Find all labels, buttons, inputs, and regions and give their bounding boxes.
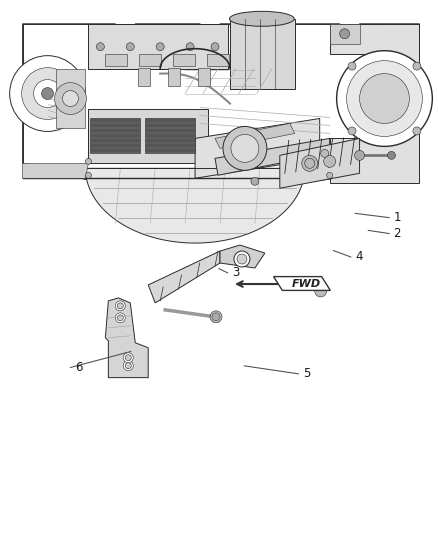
Polygon shape bbox=[148, 251, 220, 303]
Polygon shape bbox=[85, 168, 305, 243]
Circle shape bbox=[413, 127, 421, 135]
Text: 6: 6 bbox=[74, 361, 82, 374]
Circle shape bbox=[413, 62, 421, 70]
Circle shape bbox=[231, 134, 259, 163]
Bar bbox=[90, 118, 140, 154]
Circle shape bbox=[85, 172, 92, 178]
Circle shape bbox=[348, 127, 356, 135]
Polygon shape bbox=[106, 298, 148, 378]
Polygon shape bbox=[330, 24, 360, 44]
Bar bbox=[106, 54, 127, 66]
Bar bbox=[88, 109, 208, 163]
Polygon shape bbox=[56, 69, 85, 128]
Polygon shape bbox=[280, 139, 360, 188]
Circle shape bbox=[337, 51, 432, 147]
Circle shape bbox=[34, 79, 61, 108]
Circle shape bbox=[54, 83, 86, 115]
Circle shape bbox=[42, 87, 53, 100]
Bar bbox=[173, 54, 195, 66]
Circle shape bbox=[305, 158, 314, 168]
Text: 5: 5 bbox=[303, 367, 310, 381]
Circle shape bbox=[186, 43, 194, 51]
Circle shape bbox=[327, 172, 332, 178]
Polygon shape bbox=[215, 139, 330, 175]
Circle shape bbox=[156, 43, 164, 51]
Circle shape bbox=[63, 91, 78, 107]
Circle shape bbox=[251, 177, 259, 185]
Circle shape bbox=[212, 313, 220, 321]
Circle shape bbox=[223, 126, 267, 171]
Circle shape bbox=[96, 43, 104, 51]
Circle shape bbox=[85, 158, 92, 164]
Circle shape bbox=[21, 68, 74, 119]
Circle shape bbox=[339, 29, 350, 39]
Circle shape bbox=[126, 43, 134, 51]
Circle shape bbox=[355, 150, 364, 160]
Circle shape bbox=[314, 285, 327, 297]
Bar bbox=[198, 68, 210, 86]
Circle shape bbox=[211, 43, 219, 51]
Text: 4: 4 bbox=[355, 251, 363, 263]
Bar bbox=[207, 54, 229, 66]
Circle shape bbox=[10, 55, 85, 132]
Circle shape bbox=[125, 355, 131, 361]
Polygon shape bbox=[195, 118, 320, 178]
Circle shape bbox=[210, 311, 222, 323]
Text: 3: 3 bbox=[232, 266, 239, 279]
Circle shape bbox=[360, 74, 410, 124]
Bar bbox=[230, 19, 295, 88]
Polygon shape bbox=[23, 24, 419, 188]
Circle shape bbox=[124, 361, 133, 370]
Polygon shape bbox=[274, 277, 330, 290]
Polygon shape bbox=[330, 24, 419, 183]
Bar bbox=[168, 68, 180, 86]
Bar bbox=[88, 24, 228, 69]
Circle shape bbox=[234, 251, 250, 267]
Circle shape bbox=[125, 362, 131, 369]
Circle shape bbox=[117, 315, 124, 321]
Circle shape bbox=[324, 155, 336, 167]
Polygon shape bbox=[23, 163, 88, 178]
Text: 2: 2 bbox=[393, 227, 401, 240]
Circle shape bbox=[302, 155, 318, 171]
Bar bbox=[145, 118, 195, 154]
Ellipse shape bbox=[230, 11, 294, 26]
Bar bbox=[139, 54, 161, 66]
Circle shape bbox=[117, 303, 124, 309]
Circle shape bbox=[115, 301, 125, 311]
Circle shape bbox=[115, 313, 125, 323]
Text: FWD: FWD bbox=[292, 279, 321, 288]
Circle shape bbox=[237, 254, 247, 264]
Circle shape bbox=[124, 353, 133, 362]
Polygon shape bbox=[215, 124, 295, 148]
Polygon shape bbox=[220, 245, 265, 268]
Circle shape bbox=[321, 149, 328, 157]
Circle shape bbox=[388, 151, 396, 159]
Text: 1: 1 bbox=[393, 211, 401, 224]
Circle shape bbox=[346, 61, 422, 136]
Bar bbox=[138, 68, 150, 86]
Circle shape bbox=[348, 62, 356, 70]
